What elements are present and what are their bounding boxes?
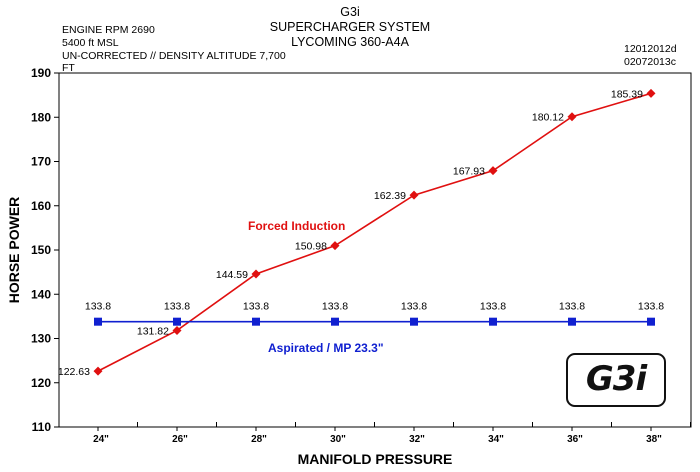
x-tick-label: 36" [567,434,583,445]
data-point-forced-induction [488,166,498,176]
x-axis-title: MANIFOLD PRESSURE [298,451,453,467]
data-point-aspirated [568,317,576,326]
data-label-forced-induction: 180.12 [532,112,564,124]
data-point-aspirated [489,317,497,326]
header-line-2: 5400 ft MSL [62,37,119,49]
y-tick-label: 110 [32,420,52,434]
data-label-aspirated: 133.8 [638,301,664,313]
header-line-3: UN-CORRECTED // DENSITY ALTITUDE 7,700 [62,50,286,62]
data-label-forced-induction: 122.63 [58,366,90,378]
data-label-forced-induction: 185.39 [611,88,643,100]
y-axis-title: HORSE POWER [6,197,22,304]
y-tick-label: 190 [31,66,51,80]
x-tick-label: 28" [251,434,267,445]
y-tick-label: 160 [31,199,51,213]
data-point-forced-induction [251,269,261,279]
data-point-aspirated [331,317,339,326]
x-tick-label: 32" [409,434,425,445]
data-label-forced-induction: 131.82 [137,325,169,337]
y-tick-label: 130 [31,332,51,346]
header-line-4: FT [62,62,75,74]
data-point-forced-induction [93,366,103,376]
y-tick-label: 140 [31,287,51,301]
y-tick-label: 170 [31,155,51,169]
g3i-logo-text: G3i [585,359,647,399]
x-tick-label: 30" [330,434,346,445]
revision-code-1: 12012012d [624,43,677,55]
data-point-aspirated [252,317,260,326]
data-point-aspirated [173,317,181,326]
header-line-1: ENGINE RPM 2690 [62,24,155,36]
data-label-forced-induction: 144.59 [216,269,248,281]
data-label-aspirated: 133.8 [243,301,269,313]
x-tick-label: 24" [93,434,109,445]
data-point-forced-induction [646,88,656,98]
x-axis-ticks: 24" 26" 28" 30" 32" 34" 36" 38" [93,422,691,445]
data-point-forced-induction [330,241,340,251]
data-point-forced-induction [172,325,182,335]
chart-title-system: SUPERCHARGER SYSTEM [269,20,431,34]
data-point-forced-induction [567,112,577,122]
data-label-forced-induction: 150.98 [295,241,327,253]
series-label-aspirated: Aspirated / MP 23.3" [268,341,384,355]
data-label-forced-induction: 167.93 [453,166,485,178]
revision-code-2: 02072013c [624,56,676,68]
data-label-aspirated: 133.8 [559,301,585,313]
x-tick-label: 26" [172,434,188,445]
series-label-forced-induction: Forced Induction [248,219,345,233]
data-point-aspirated [647,317,655,326]
y-tick-label: 150 [31,243,51,257]
chart-title-engine: LYCOMING 360-A4A [291,35,409,49]
data-label-aspirated: 133.8 [164,301,190,313]
y-tick-label: 120 [31,376,51,390]
data-point-forced-induction [409,190,419,200]
data-label-aspirated: 133.8 [480,301,506,313]
data-label-aspirated: 133.8 [401,301,427,313]
data-point-aspirated [410,317,418,326]
data-point-aspirated [94,317,102,326]
series-layer: 122.63 131.82 144.59 150.98 162.39 167.93 180.… [58,88,664,378]
y-tick-label: 180 [31,110,51,124]
data-label-forced-induction: 162.39 [374,190,406,202]
x-tick-label: 38" [646,434,662,445]
data-label-aspirated: 133.8 [322,301,348,313]
y-axis-ticks: 110 120 130 140 150 160 170 180 190 [31,66,59,434]
series-line-forced-induction [97,92,652,372]
g3i-logo: G3i [566,353,666,407]
x-tick-label: 34" [488,434,504,445]
chart-title-brand: G3i [340,5,360,19]
data-label-aspirated: 133.8 [85,301,111,313]
